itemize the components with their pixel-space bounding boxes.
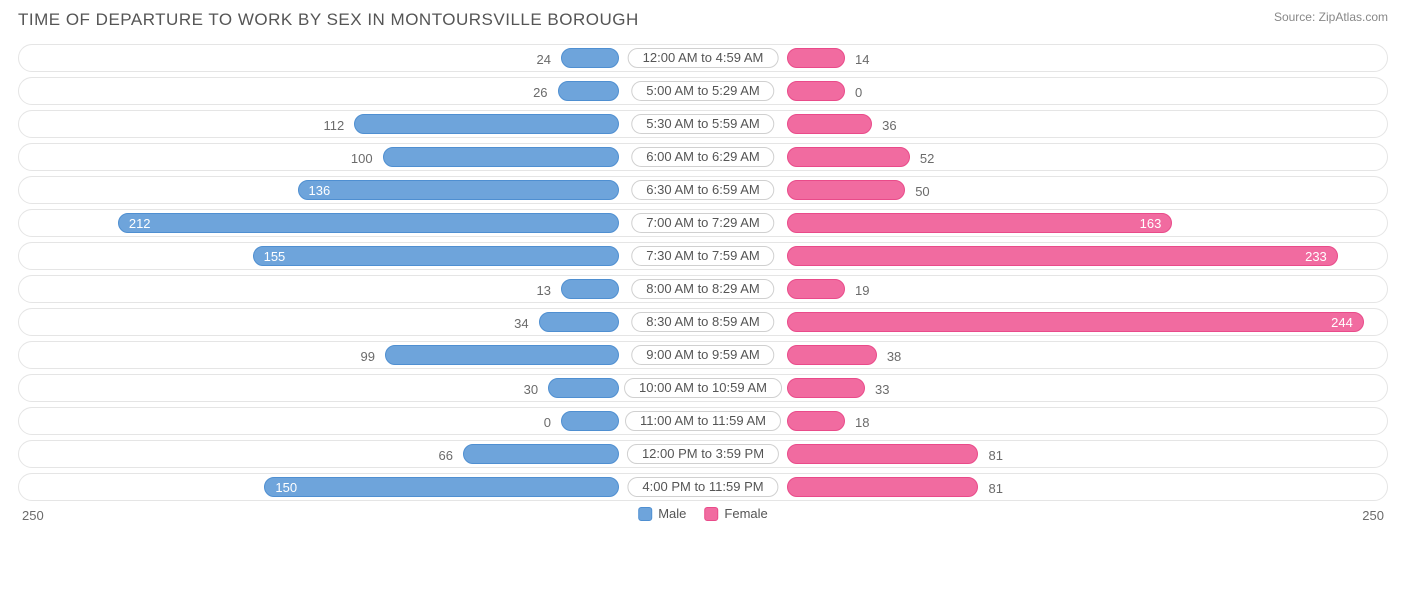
chart-row: 26 0 5:00 AM to 5:29 AM: [18, 77, 1388, 105]
female-bar: [787, 147, 910, 167]
axis-max-left: 250: [22, 508, 44, 523]
female-bar: [787, 444, 978, 464]
chart-row: 155 233 7:30 AM to 7:59 AM: [18, 242, 1388, 270]
chart-row: 100 52 6:00 AM to 6:29 AM: [18, 143, 1388, 171]
category-label: 5:30 AM to 5:59 AM: [631, 114, 774, 134]
female-bar: [787, 378, 865, 398]
male-bar: [539, 312, 619, 332]
male-value: 30: [524, 375, 538, 403]
diverging-bar-chart: 24 14 12:00 AM to 4:59 AM 26 0 5:00 AM to 5:2…: [18, 44, 1388, 501]
female-value: 163: [1140, 216, 1162, 231]
chart-row: 99 38 9:00 AM to 9:59 AM: [18, 341, 1388, 369]
category-label: 4:00 PM to 11:59 PM: [627, 477, 778, 497]
male-value: 150: [275, 480, 297, 495]
female-value: 81: [988, 441, 1002, 469]
male-value: 212: [129, 216, 151, 231]
female-value: 36: [882, 111, 896, 139]
male-bar: [548, 378, 619, 398]
legend-item-female: Female: [704, 506, 767, 521]
male-value: 66: [439, 441, 453, 469]
male-bar: [385, 345, 619, 365]
chart-header: TIME OF DEPARTURE TO WORK BY SEX IN MONT…: [18, 10, 1388, 30]
category-label: 7:30 AM to 7:59 AM: [631, 246, 774, 266]
category-label: 12:00 AM to 4:59 AM: [628, 48, 779, 68]
category-label: 12:00 PM to 3:59 PM: [627, 444, 779, 464]
male-bar: 155: [253, 246, 619, 266]
chart-row: 13 19 8:00 AM to 8:29 AM: [18, 275, 1388, 303]
male-bar: 150: [264, 477, 619, 497]
axis-max-right: 250: [1362, 508, 1384, 523]
chart-row: 136 50 6:30 AM to 6:59 AM: [18, 176, 1388, 204]
female-swatch-icon: [704, 507, 718, 521]
category-label: 5:00 AM to 5:29 AM: [631, 81, 774, 101]
male-bar: [354, 114, 619, 134]
female-bar: [787, 48, 845, 68]
male-value: 112: [324, 111, 345, 139]
category-label: 6:30 AM to 6:59 AM: [631, 180, 774, 200]
female-bar: 233: [787, 246, 1338, 266]
male-bar: [561, 279, 619, 299]
category-label: 8:30 AM to 8:59 AM: [631, 312, 774, 332]
male-swatch-icon: [638, 507, 652, 521]
category-label: 6:00 AM to 6:29 AM: [631, 147, 774, 167]
chart-row: 24 14 12:00 AM to 4:59 AM: [18, 44, 1388, 72]
male-bar: [561, 48, 619, 68]
female-value: 0: [855, 78, 862, 106]
category-label: 7:00 AM to 7:29 AM: [631, 213, 774, 233]
chart-footer: 250 Male Female 250: [18, 506, 1388, 530]
female-bar: [787, 345, 877, 365]
female-value: 38: [887, 342, 901, 370]
female-value: 233: [1305, 249, 1327, 264]
chart-row: 150 81 4:00 PM to 11:59 PM: [18, 473, 1388, 501]
category-label: 11:00 AM to 11:59 AM: [625, 411, 781, 431]
legend-item-male: Male: [638, 506, 686, 521]
male-value: 13: [537, 276, 551, 304]
chart-source: Source: ZipAtlas.com: [1274, 10, 1388, 24]
chart-row: 30 33 10:00 AM to 10:59 AM: [18, 374, 1388, 402]
male-bar: [558, 81, 619, 101]
male-value: 99: [361, 342, 375, 370]
female-value: 50: [915, 177, 929, 205]
female-bar: [787, 180, 905, 200]
legend-label-male: Male: [658, 506, 686, 521]
female-bar: [787, 279, 845, 299]
category-label: 8:00 AM to 8:29 AM: [631, 279, 774, 299]
female-value: 244: [1331, 315, 1353, 330]
male-value: 34: [514, 309, 528, 337]
legend: Male Female: [638, 506, 768, 521]
female-bar: 244: [787, 312, 1364, 332]
female-value: 18: [855, 408, 869, 436]
female-value: 81: [988, 474, 1002, 502]
female-bar: [787, 114, 872, 134]
category-label: 9:00 AM to 9:59 AM: [631, 345, 774, 365]
male-value: 136: [309, 183, 331, 198]
chart-row: 34 244 8:30 AM to 8:59 AM: [18, 308, 1388, 336]
male-value: 155: [264, 249, 286, 264]
male-value: 0: [544, 408, 551, 436]
female-value: 33: [875, 375, 889, 403]
chart-row: 112 36 5:30 AM to 5:59 AM: [18, 110, 1388, 138]
female-value: 19: [855, 276, 869, 304]
female-value: 14: [855, 45, 869, 73]
category-label: 10:00 AM to 10:59 AM: [624, 378, 782, 398]
female-value: 52: [920, 144, 934, 172]
male-bar: 212: [118, 213, 619, 233]
male-bar: [561, 411, 619, 431]
male-bar: [383, 147, 619, 167]
chart-row: 212 163 7:00 AM to 7:29 AM: [18, 209, 1388, 237]
female-bar: [787, 81, 845, 101]
male-bar: [463, 444, 619, 464]
female-bar: [787, 477, 978, 497]
chart-row: 66 81 12:00 PM to 3:59 PM: [18, 440, 1388, 468]
male-value: 26: [533, 78, 547, 106]
female-bar: [787, 411, 845, 431]
chart-title: TIME OF DEPARTURE TO WORK BY SEX IN MONT…: [18, 10, 639, 30]
chart-row: 0 18 11:00 AM to 11:59 AM: [18, 407, 1388, 435]
male-bar: 136: [298, 180, 620, 200]
legend-label-female: Female: [724, 506, 767, 521]
male-value: 24: [537, 45, 551, 73]
male-value: 100: [351, 144, 373, 172]
female-bar: 163: [787, 213, 1172, 233]
